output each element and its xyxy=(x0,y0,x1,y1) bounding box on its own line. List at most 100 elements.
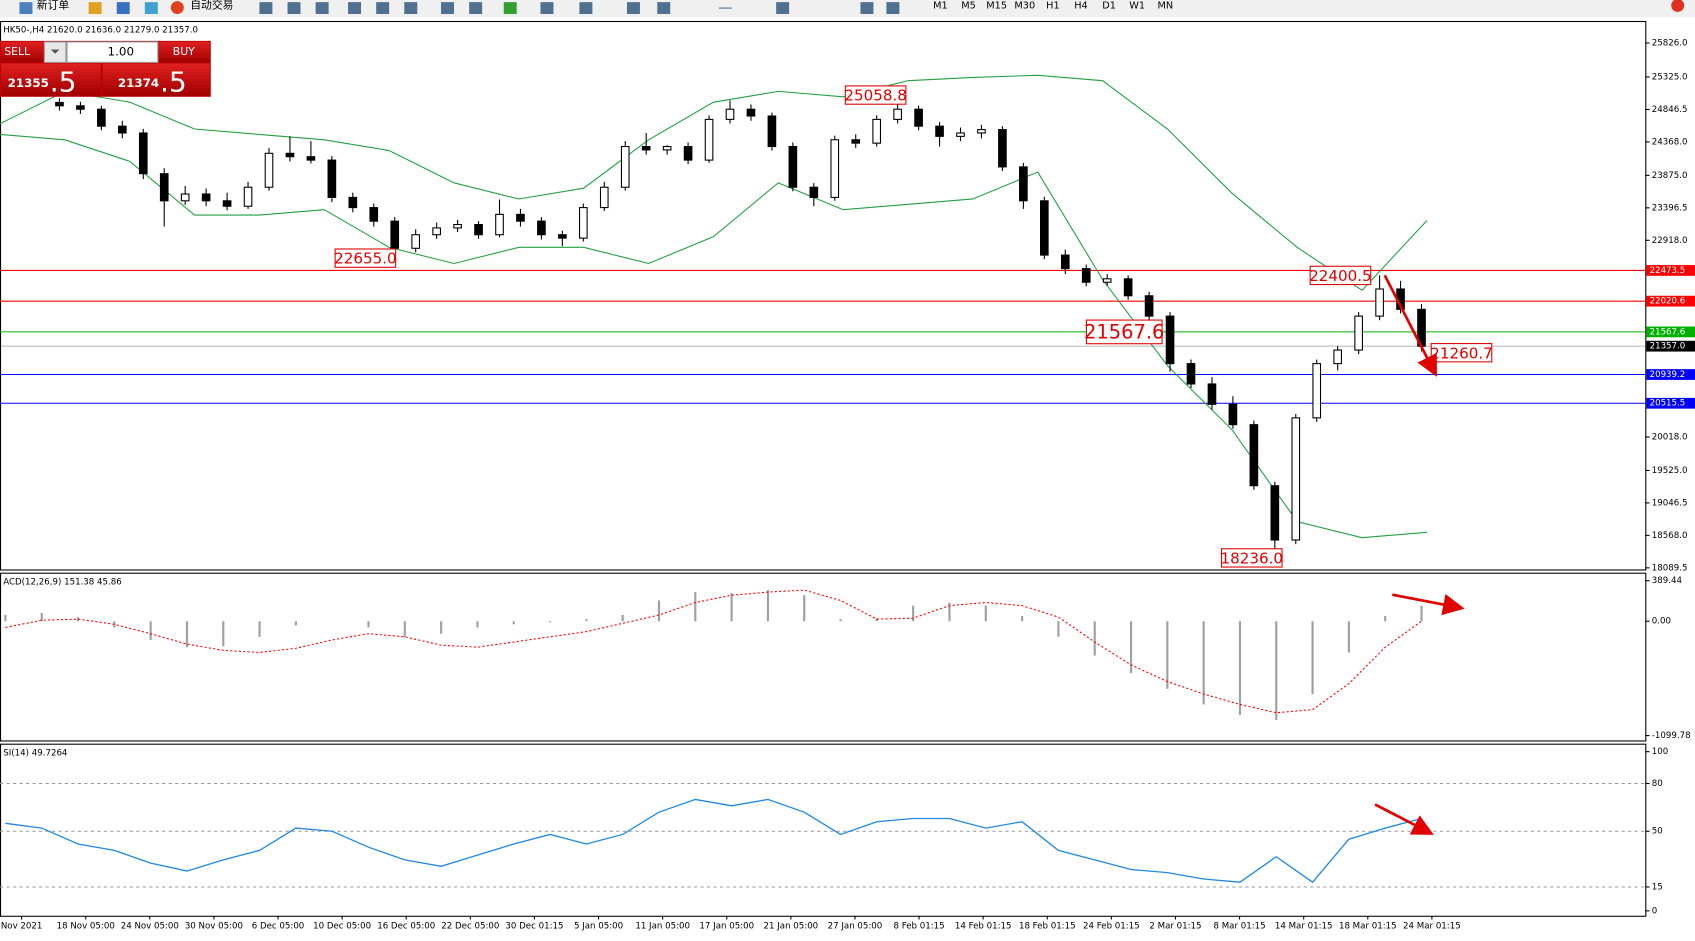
candle-body xyxy=(1375,288,1384,317)
volume[interactable]: 1.00 xyxy=(108,45,134,59)
macd-bar xyxy=(1202,621,1205,705)
volume-input[interactable] xyxy=(66,41,159,63)
panel-title: SI(14) 49.7264 xyxy=(3,748,67,758)
icon[interactable] xyxy=(259,2,273,14)
icon[interactable] xyxy=(657,2,671,14)
x-tick-label: 22 Dec 05:00 xyxy=(441,921,499,931)
price-annotation-box xyxy=(1309,265,1372,286)
icon[interactable] xyxy=(503,2,517,14)
candle-body xyxy=(1019,166,1028,202)
candle-body xyxy=(599,186,609,209)
icon[interactable] xyxy=(287,2,301,14)
candle-body xyxy=(1102,278,1112,283)
timeframe-button[interactable]: MN xyxy=(1157,0,1173,11)
icon[interactable] xyxy=(441,2,455,14)
timeframe-button[interactable]: D1 xyxy=(1102,0,1116,11)
macd-bar xyxy=(1166,621,1169,689)
level-tag-label: 20515.5 xyxy=(1650,399,1686,409)
price-annotation: 22400.5 xyxy=(1309,267,1372,285)
macd-bar xyxy=(149,621,152,640)
level-tag-label: 20939.2 xyxy=(1650,370,1686,380)
x-tick-label: 18 Mar 01:15 xyxy=(1339,921,1397,931)
price-annotation-box xyxy=(1220,548,1283,568)
icon[interactable] xyxy=(170,1,184,14)
candle-body xyxy=(55,101,64,107)
macd-bar xyxy=(766,590,770,622)
buy-price-big[interactable]: .5 xyxy=(160,65,187,98)
icon[interactable] xyxy=(116,2,130,14)
toolbar-bg xyxy=(0,0,1695,18)
icon[interactable] xyxy=(348,2,362,14)
candle-body xyxy=(1186,363,1196,385)
buy-price[interactable]: 21374 xyxy=(118,76,159,90)
timeframe-button[interactable]: W1 xyxy=(1129,0,1145,11)
buy-price-box[interactable] xyxy=(102,63,210,96)
new-order[interactable]: 新订单 xyxy=(37,0,70,11)
icon[interactable] xyxy=(144,2,158,14)
arrow xyxy=(1383,274,1437,377)
price-annotation-box xyxy=(1085,319,1163,345)
buy-button[interactable] xyxy=(158,41,210,63)
y-tick-label: 0.00 xyxy=(1652,617,1671,627)
dropdown-arrow xyxy=(50,49,60,54)
icon[interactable] xyxy=(469,2,483,14)
x-tick-label: 14 Mar 01:15 xyxy=(1275,921,1333,931)
auto-trading[interactable]: 自动交易 xyxy=(190,0,233,11)
sell-label[interactable]: SELL xyxy=(4,45,30,58)
candle-body xyxy=(222,200,232,207)
timeframe-button[interactable]: M30 xyxy=(1014,0,1035,11)
panel-title: ACD(12,26,9) 151.38 45.86 xyxy=(3,577,122,587)
x-tick-label: 18 Feb 01:15 xyxy=(1019,921,1076,931)
icon[interactable] xyxy=(626,2,640,14)
icon[interactable] xyxy=(579,2,593,14)
macd-bar xyxy=(1129,621,1133,674)
icon[interactable] xyxy=(540,2,554,14)
macd-bar xyxy=(585,619,588,622)
icon[interactable] xyxy=(19,2,33,14)
macd-bar xyxy=(984,605,987,622)
alert-icon[interactable] xyxy=(1671,0,1685,12)
sell-button[interactable] xyxy=(1,41,44,63)
icon[interactable] xyxy=(886,2,900,14)
x-tick-label: 14 Feb 01:15 xyxy=(955,921,1012,931)
candle-body xyxy=(432,227,441,236)
price-annotation: 22655.0 xyxy=(334,250,397,268)
timeframe-button[interactable]: H4 xyxy=(1074,0,1087,11)
chart-bg xyxy=(0,18,1695,941)
macd-bar xyxy=(76,617,80,622)
x-tick-label: 6 Dec 05:00 xyxy=(252,921,305,931)
icon[interactable] xyxy=(404,2,418,14)
sell-price-box[interactable] xyxy=(1,63,101,96)
macd-bar xyxy=(367,621,370,628)
x-tick-label: 5 Jan 05:00 xyxy=(574,921,623,931)
sell-price[interactable]: 21355 xyxy=(8,76,49,90)
macd-bar xyxy=(1311,621,1314,695)
icon[interactable] xyxy=(718,7,732,9)
candle-body xyxy=(1333,349,1343,365)
timeframe-button[interactable]: M15 xyxy=(986,0,1007,11)
macd-bar xyxy=(1057,621,1060,637)
icon[interactable] xyxy=(315,2,329,14)
candle-body xyxy=(180,193,190,202)
x-tick-label: 30 Nov 05:00 xyxy=(185,921,243,931)
icon[interactable] xyxy=(860,2,874,14)
price-annotation: 25058.8 xyxy=(844,87,907,105)
arrow xyxy=(1392,593,1465,616)
macd-bar xyxy=(839,619,842,622)
y-tick-label: 23875.0 xyxy=(1652,171,1688,181)
y-tick-label: 100 xyxy=(1652,747,1668,757)
x-tick-label: 10 Dec 05:00 xyxy=(313,921,371,931)
level-tag xyxy=(1646,265,1695,276)
panel-frame xyxy=(0,572,1647,742)
timeframe-button[interactable]: M1 xyxy=(933,0,948,11)
icon[interactable] xyxy=(88,2,102,14)
level-tag-label: 21567.6 xyxy=(1650,327,1686,337)
timeframe-button[interactable]: M5 xyxy=(961,0,976,11)
candle-body xyxy=(1270,485,1280,541)
icon[interactable] xyxy=(776,2,790,14)
sell-price-big[interactable]: .5 xyxy=(50,65,77,98)
buy-label[interactable]: BUY xyxy=(173,45,195,58)
timeframe-button[interactable]: H1 xyxy=(1046,0,1059,11)
macd-bar xyxy=(476,621,479,628)
icon[interactable] xyxy=(376,2,390,14)
